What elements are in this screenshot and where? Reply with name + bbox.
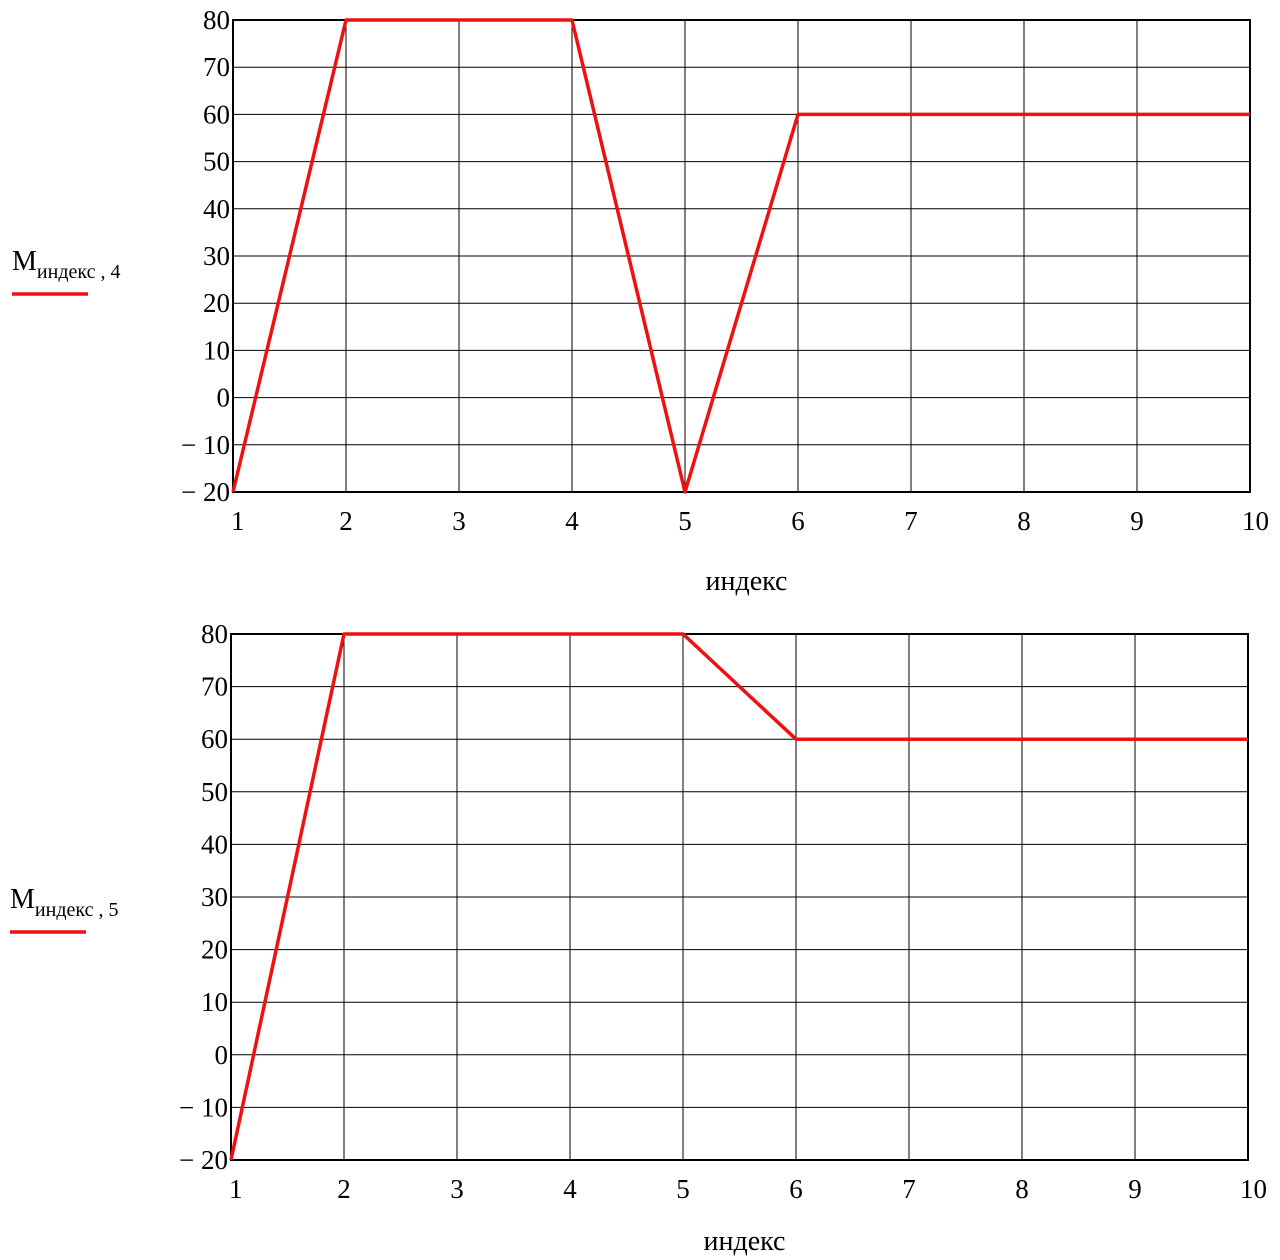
x-tick-label: 10 [1242, 506, 1269, 536]
y-tick-label: 70 [203, 52, 230, 82]
x-tick-label: 3 [452, 506, 466, 536]
y-tick-label: 80 [201, 620, 228, 649]
y-tick-label: − 20 [181, 477, 230, 507]
y-tick-label: 30 [203, 241, 230, 271]
y-axis-label-sub: индекс , 4 [37, 261, 121, 283]
x-tick-label: 6 [789, 1174, 803, 1204]
y-tick-label: 60 [203, 99, 230, 129]
x-axis-label: индекс [706, 566, 788, 597]
x-tick-label: 2 [339, 506, 353, 536]
x-tick-label: 1 [231, 506, 245, 536]
y-axis-label: Mиндекс , 5 [10, 884, 118, 921]
series-line [231, 18, 1250, 494]
y-tick-label: 30 [201, 882, 228, 912]
x-tick-label: 5 [676, 1174, 690, 1204]
y-axis-label-main: M [10, 884, 35, 915]
y-tick-label: 40 [201, 829, 228, 859]
x-tick-label: 8 [1015, 1174, 1029, 1204]
y-tick-label: − 20 [179, 1145, 228, 1175]
x-axis-label: индекс [704, 1226, 786, 1257]
x-tick-label: 2 [337, 1174, 351, 1204]
x-tick-label: 6 [791, 506, 805, 536]
y-tick-label: 0 [215, 1040, 229, 1070]
plot-frame [230, 633, 1249, 1161]
y-tick-label: 60 [201, 724, 228, 754]
plot-frame [232, 19, 1251, 493]
x-tick-label: 10 [1240, 1174, 1267, 1204]
y-tick-label: 20 [203, 288, 230, 318]
y-axis-label-sub: индекс , 5 [35, 899, 119, 921]
y-tick-label: − 10 [179, 1092, 228, 1122]
x-tick-label: 7 [904, 506, 918, 536]
x-tick-label: 8 [1017, 506, 1031, 536]
y-tick-label: 40 [203, 194, 230, 224]
x-tick-label: 5 [678, 506, 692, 536]
y-tick-label: 70 [201, 672, 228, 702]
y-tick-label: 10 [203, 335, 230, 365]
chart-top: − 20 − 10 0 10 20 30 40 50 60 70 80 1 2 3 4 5 6 7 8 9 10 инде… [12, 5, 1269, 597]
x-tick-label: 9 [1128, 1174, 1142, 1204]
x-tick-label: 4 [565, 506, 579, 536]
series-line [229, 632, 1248, 1161]
x-tick-label: 1 [229, 1174, 243, 1204]
x-tick-label: 7 [902, 1174, 916, 1204]
y-tick-label: 50 [203, 147, 230, 177]
y-tick-label: 20 [201, 935, 228, 965]
y-tick-label: 80 [203, 5, 230, 35]
x-tick-label: 4 [563, 1174, 577, 1204]
y-tick-label: 10 [201, 987, 228, 1017]
x-tick-label: 9 [1130, 506, 1144, 536]
y-tick-label: 0 [217, 383, 231, 413]
y-tick-label: − 10 [181, 430, 230, 460]
y-axis-label: Mиндекс , 4 [12, 246, 120, 283]
chart-bottom: − 20 − 10 0 10 20 30 40 50 60 70 80 1 2 3 4 5 6 7 8 9 10 инде… [10, 620, 1267, 1257]
y-axis-label-main: M [12, 246, 37, 277]
y-tick-label: 50 [201, 777, 228, 807]
x-tick-label: 3 [450, 1174, 464, 1204]
